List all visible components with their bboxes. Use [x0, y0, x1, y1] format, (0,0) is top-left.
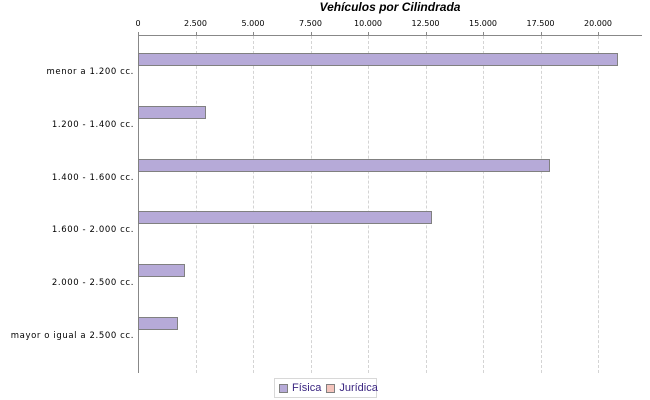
- x-tick-label: 7.500: [299, 19, 322, 28]
- gridline: [598, 36, 599, 373]
- x-tick-label: 0: [135, 19, 141, 28]
- x-tick-label: 10.000: [354, 19, 382, 28]
- chart-title: Vehículos por Cilindrada: [319, 0, 461, 14]
- category-label: 1.600 - 2.000 cc.: [51, 225, 134, 235]
- x-tick-label: 20.000: [584, 19, 612, 28]
- category-label: 1.400 - 1.600 cc.: [51, 173, 134, 183]
- gridline: [311, 36, 312, 373]
- x-tick: [426, 32, 427, 35]
- gridline: [426, 36, 427, 373]
- legend-label-fisica: Física: [292, 382, 322, 394]
- category-label: menor a 1.200 cc.: [46, 67, 134, 77]
- x-tick: [253, 32, 254, 35]
- legend-swatch-fisica: [279, 383, 288, 393]
- gridline: [483, 36, 484, 373]
- category-label: 2.000 - 2.500 cc.: [51, 278, 134, 288]
- legend-label-juridica: Jurídica: [339, 382, 378, 394]
- x-tick-label: 5.000: [241, 19, 265, 28]
- gridline: [368, 36, 369, 373]
- bar-fisica: [138, 106, 206, 119]
- y-axis: [138, 35, 139, 373]
- bar-fisica: [138, 264, 185, 277]
- x-axis: [138, 35, 642, 36]
- x-tick: [138, 32, 139, 35]
- legend-item-juridica: Jurídica: [326, 382, 378, 394]
- gridline: [196, 36, 197, 373]
- x-tick-label: 17.500: [526, 19, 555, 28]
- x-tick: [541, 32, 542, 35]
- bar-fisica: [138, 159, 550, 172]
- x-tick-label: 2.500: [184, 19, 207, 28]
- legend: Física Jurídica: [274, 378, 378, 398]
- x-tick-label: 15.000: [469, 19, 497, 28]
- category-label: mayor o igual a 2.500 cc.: [10, 331, 134, 341]
- x-tick: [196, 32, 197, 35]
- bar-fisica: [138, 211, 432, 224]
- x-tick-label: 12.500: [411, 19, 440, 28]
- bar-fisica: [138, 317, 178, 330]
- x-tick: [598, 32, 599, 35]
- x-tick: [311, 32, 312, 35]
- category-label: 1.200 - 1.400 cc.: [51, 120, 134, 130]
- bar-fisica: [138, 53, 618, 66]
- legend-swatch-juridica: [326, 383, 336, 393]
- x-tick: [368, 32, 369, 35]
- legend-item-fisica: Física: [279, 382, 321, 394]
- gridline: [541, 36, 542, 373]
- x-tick: [483, 32, 484, 35]
- gridline: [253, 36, 254, 373]
